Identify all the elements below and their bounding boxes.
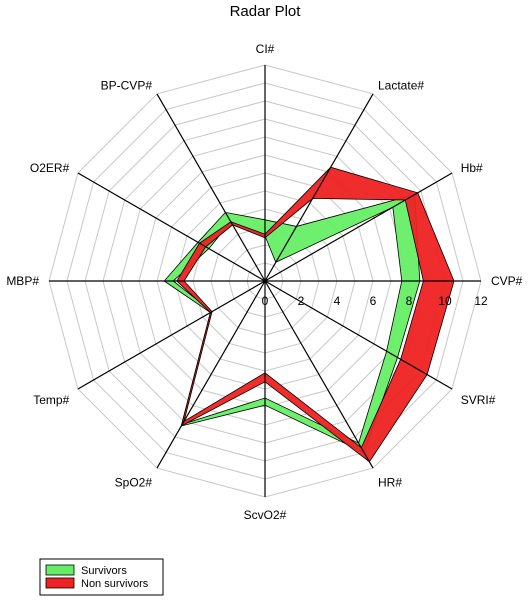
axis-label: SpO2#	[115, 476, 153, 490]
series-band-non-survivors	[176, 166, 455, 463]
radial-tick-label: 2	[298, 294, 305, 308]
axis-label: SVRI#	[461, 393, 496, 407]
spoke	[156, 280, 266, 469]
radial-tick-label: 6	[370, 294, 377, 308]
axis-label: O2ER#	[30, 161, 70, 175]
axis-label: ScvO2#	[244, 508, 287, 522]
chart-title: Radar Plot	[230, 3, 302, 20]
axis-labels: CI# Lactate# Hb# CVP# SVRI# HR# ScvO2# SpO2# Tem…	[6, 42, 522, 522]
radar-spokes	[49, 65, 481, 497]
axis-label: CVP#	[491, 274, 523, 288]
spoke	[264, 280, 374, 469]
axis-label: BP-CVP#	[101, 78, 153, 92]
radial-ticks: 0 2 4 6 8 10 12	[262, 294, 488, 308]
radial-tick-label: 8	[406, 294, 413, 308]
legend-swatch	[45, 564, 75, 576]
spoke	[77, 280, 266, 390]
radial-tick-label: 10	[438, 294, 452, 308]
spoke	[264, 280, 453, 390]
legend-label: Non survivors	[81, 578, 149, 590]
axis-label: Lactate#	[378, 78, 424, 92]
spoke	[264, 93, 374, 282]
axis-label: MBP#	[6, 274, 39, 288]
axis-label: HR#	[378, 476, 402, 490]
spoke	[156, 93, 266, 282]
radial-tick-label: 12	[474, 294, 488, 308]
radial-tick-label: 0	[262, 294, 269, 308]
radial-tick-label: 4	[334, 294, 341, 308]
legend-swatch	[45, 577, 75, 589]
spoke	[264, 172, 453, 282]
axis-label: Hb#	[461, 161, 483, 175]
axis-label: CI#	[256, 42, 275, 56]
axis-label: Temp#	[33, 393, 69, 407]
spoke	[77, 172, 266, 282]
legend-label: Survivors	[81, 565, 127, 577]
